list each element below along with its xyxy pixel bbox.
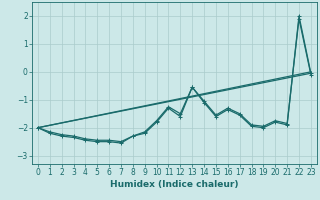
X-axis label: Humidex (Indice chaleur): Humidex (Indice chaleur) <box>110 180 239 189</box>
